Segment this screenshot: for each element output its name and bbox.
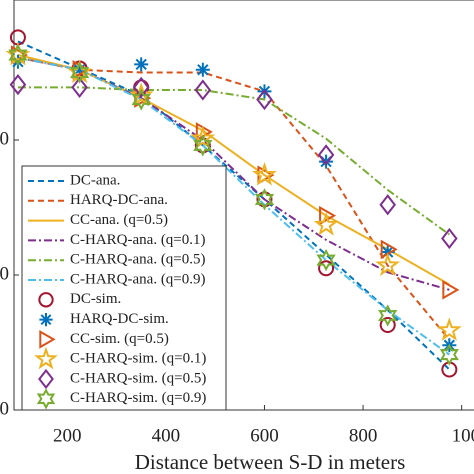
- marker-hexagram: [36, 388, 56, 410]
- legend-label: DC-sim.: [70, 291, 121, 307]
- marker-asterisk: [10, 54, 25, 69]
- series-line: [17, 53, 450, 286]
- marker-pentagram: [128, 82, 154, 106]
- x-axis-label: Distance between S-D in meters: [135, 450, 406, 474]
- marker-hexagram: [131, 88, 151, 111]
- x-tick-label: 100: [452, 425, 474, 446]
- marker-diamond: [71, 76, 88, 98]
- data-layer: [5, 29, 462, 378]
- legend-label: C-HARQ-ana. (q=0.1): [70, 232, 206, 248]
- marker-pentagram: [375, 252, 401, 277]
- legend-label: C-HARQ-ana. (q=0.5): [70, 252, 206, 268]
- legend-label: HARQ-DC-sim.: [70, 311, 169, 327]
- marker-pentagram: [313, 211, 339, 236]
- legend-label: CC-ana. (q=0.5): [70, 212, 168, 228]
- series-line: [17, 40, 451, 371]
- marker-pentagram: [34, 346, 58, 370]
- marker-triangle: [195, 122, 213, 142]
- marker-hexagram: [254, 188, 275, 211]
- series-line: [17, 56, 450, 291]
- legend-label: C-HARQ-ana. (q=0.9): [70, 271, 206, 287]
- marker-triangle: [380, 239, 398, 260]
- marker-asterisk: [39, 312, 53, 327]
- marker-asterisk: [380, 245, 395, 260]
- x-tick-label: 800: [349, 425, 378, 446]
- marker-diamond: [194, 79, 212, 101]
- x-tick-label: 600: [250, 425, 279, 446]
- marker-hexagram: [378, 304, 398, 327]
- series-line: [17, 56, 451, 341]
- marker-diamond: [256, 88, 273, 111]
- marker-hexagram: [439, 343, 459, 366]
- marker-diamond: [9, 74, 27, 96]
- legend-label: C-HARQ-sim. (q=0.5): [70, 370, 206, 386]
- x-tick-label: 200: [53, 425, 82, 446]
- marker-asterisk: [319, 154, 334, 169]
- marker-diamond: [379, 194, 396, 216]
- legend-label: HARQ-DC-ana.: [70, 192, 168, 208]
- marker-asterisk: [72, 62, 87, 77]
- marker-diamond: [441, 227, 458, 250]
- plot-area: [13, 0, 474, 411]
- marker-circle: [38, 292, 54, 308]
- marker-diamond: [132, 76, 150, 98]
- marker-triangle: [442, 280, 460, 300]
- marker-hexagram: [8, 43, 28, 67]
- y-tick-label: 0: [0, 128, 9, 149]
- y-tick-label: 0: [0, 263, 9, 284]
- marker-hexagram: [193, 134, 213, 157]
- marker-circle: [318, 260, 335, 277]
- series-line: [17, 86, 450, 236]
- legend-label: DC-ana.: [70, 172, 120, 188]
- marker-pentagram: [190, 125, 216, 150]
- legend-label: CC-sim. (q=0.5): [70, 331, 169, 347]
- y-tick-label: 0: [0, 398, 9, 419]
- marker-hexagram: [69, 61, 90, 84]
- marker-asterisk: [134, 57, 149, 72]
- marker-diamond: [38, 368, 54, 390]
- legend-box: [21, 165, 227, 411]
- x-tick-label: 400: [152, 425, 181, 446]
- marker-hexagram: [316, 248, 336, 272]
- marker-pentagram: [436, 317, 462, 341]
- legend-label: C-HARQ-sim. (q=0.9): [70, 390, 206, 406]
- marker-triangle: [39, 330, 56, 349]
- legend: DC-ana. HARQ-DC-ana. CC-ana. (q=0.5) C-HARQ…: [21, 165, 227, 411]
- marker-diamond: [317, 144, 335, 166]
- marker-circle: [379, 316, 396, 333]
- legend-label: C-HARQ-sim. (q=0.1): [70, 351, 206, 367]
- marker-pentagram: [252, 162, 277, 186]
- marker-asterisk: [195, 62, 210, 77]
